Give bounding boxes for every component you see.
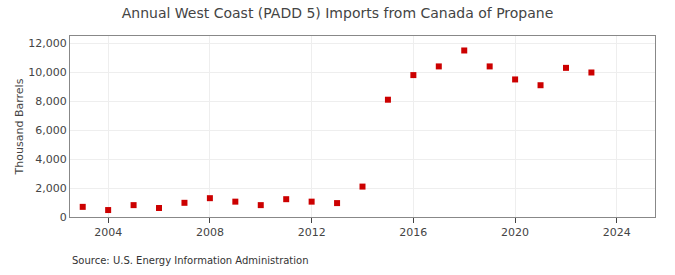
svg-text:2012: 2012 bbox=[298, 226, 326, 239]
svg-text:Annual West Coast (PADD 5) Imp: Annual West Coast (PADD 5) Imports from … bbox=[122, 5, 554, 21]
svg-text:6,000: 6,000 bbox=[35, 124, 67, 137]
svg-text:2024: 2024 bbox=[603, 226, 631, 239]
svg-text:2016: 2016 bbox=[399, 226, 427, 239]
svg-text:8,000: 8,000 bbox=[35, 95, 67, 108]
svg-text:Thousand Barrels: Thousand Barrels bbox=[13, 78, 26, 175]
svg-text:2,000: 2,000 bbox=[35, 182, 67, 195]
svg-text:0: 0 bbox=[60, 211, 67, 224]
svg-text:2020: 2020 bbox=[501, 226, 529, 239]
svg-text:12,000: 12,000 bbox=[28, 37, 67, 50]
svg-text:2008: 2008 bbox=[196, 226, 224, 239]
svg-text:4,000: 4,000 bbox=[35, 153, 67, 166]
svg-text:Source: U.S. Energy Informatio: Source: U.S. Energy Information Administ… bbox=[72, 255, 309, 266]
svg-text:10,000: 10,000 bbox=[28, 66, 67, 79]
svg-text:2004: 2004 bbox=[94, 226, 122, 239]
